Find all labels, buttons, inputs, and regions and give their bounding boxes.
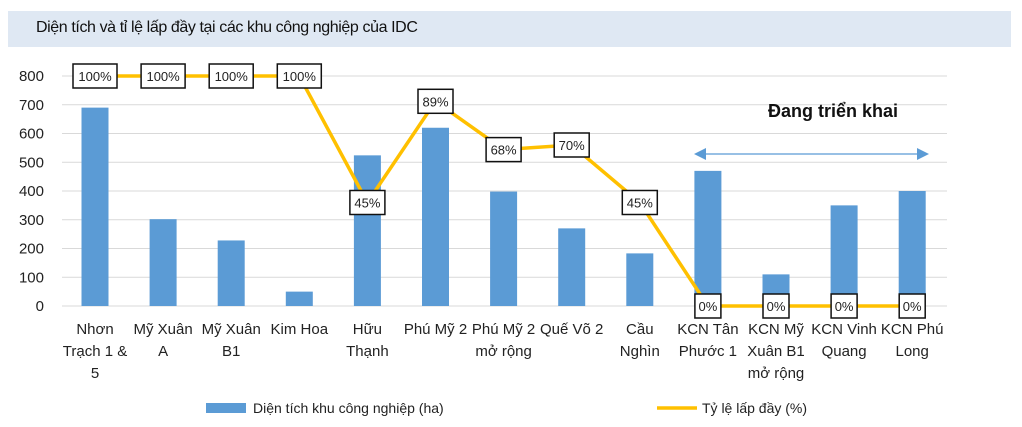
- bar: [490, 191, 518, 306]
- x-tick-label: Trạch 1 &: [63, 343, 127, 360]
- x-tick-label: Mỹ Xuân: [133, 321, 192, 338]
- data-label: 70%: [559, 138, 585, 153]
- data-label: 100%: [78, 69, 112, 84]
- bar: [81, 107, 109, 306]
- data-label: 0%: [767, 299, 786, 314]
- data-label-box: [898, 293, 926, 319]
- data-label-box: [830, 293, 858, 319]
- y-tick-label: 800: [19, 68, 44, 85]
- x-tick-label: Nghìn: [620, 343, 660, 360]
- bar: [830, 205, 858, 306]
- arrow-right-icon: [917, 148, 929, 160]
- x-tick-label: Phú Mỹ 2: [472, 321, 535, 338]
- x-tick-label: Phước 1: [679, 343, 737, 360]
- x-tick-label: Cầu: [626, 321, 654, 338]
- bar: [626, 253, 654, 306]
- x-tick-label: Mỹ Xuân: [202, 321, 261, 338]
- data-label: 0%: [835, 299, 854, 314]
- x-tick-label: Phú Mỹ 2: [404, 321, 467, 338]
- title-bar: Diện tích và tỉ lệ lấp đầy tại các khu c…: [8, 11, 1011, 47]
- x-tick-label: KCN Phú: [881, 321, 944, 338]
- data-label: 45%: [627, 196, 653, 211]
- data-label-box: [417, 88, 454, 115]
- x-tick-label: Kim Hoa: [271, 321, 329, 338]
- data-label-box: [485, 136, 522, 163]
- data-label-box: [208, 63, 254, 89]
- data-label: 89%: [422, 94, 448, 109]
- data-label-box: [694, 293, 722, 319]
- x-tick-label: KCN Mỹ: [748, 321, 804, 338]
- x-tick-label: Thạnh: [346, 343, 389, 360]
- data-label: 100%: [283, 69, 317, 84]
- bar: [285, 291, 313, 306]
- bar: [149, 219, 177, 306]
- data-label: 100%: [215, 69, 249, 84]
- bar: [558, 228, 586, 306]
- data-label-box: [553, 132, 590, 158]
- x-tick-label: B1: [222, 343, 240, 360]
- data-label: 45%: [354, 196, 380, 211]
- chart-title: Diện tích và tỉ lệ lấp đầy tại các khu c…: [36, 19, 418, 36]
- x-tick-label: Long: [896, 343, 929, 360]
- legend-label: Tỷ lệ lấp đầy (%): [702, 400, 807, 416]
- y-tick-label: 0: [36, 298, 44, 315]
- x-tick-label: mở rộng: [748, 365, 805, 382]
- data-label: 100%: [146, 69, 180, 84]
- x-tick-label: 5: [91, 365, 99, 382]
- x-tick-label: A: [158, 343, 168, 360]
- data-label-box: [276, 63, 323, 89]
- data-label-box: [72, 63, 118, 89]
- y-tick-label: 300: [19, 212, 44, 229]
- x-tick-label: mở rộng: [475, 343, 532, 360]
- bar: [694, 170, 722, 306]
- x-tick-label: KCN Tân: [677, 321, 738, 338]
- legend-swatch-bar: [206, 403, 246, 413]
- data-label-box: [140, 63, 186, 89]
- data-label: 0%: [699, 299, 718, 314]
- y-tick-label: 500: [19, 154, 44, 171]
- x-tick-label: Nhơn: [76, 321, 113, 338]
- y-tick-label: 700: [19, 97, 44, 114]
- data-label-box: [762, 293, 790, 319]
- data-label-box: [349, 189, 386, 216]
- y-tick-label: 200: [19, 241, 44, 258]
- x-tick-label: Hữu: [353, 321, 382, 338]
- data-label: 0%: [903, 299, 922, 314]
- data-label-box: [621, 189, 659, 216]
- x-tick-label: Xuân B1: [747, 343, 805, 360]
- data-label: 68%: [491, 143, 517, 158]
- y-tick-label: 100: [19, 269, 44, 286]
- bar: [353, 155, 381, 306]
- annotation-text: Đang triển khai: [768, 101, 898, 121]
- x-tick-label: Quang: [822, 343, 867, 360]
- arrow-left-icon: [694, 148, 706, 160]
- bar: [422, 127, 449, 306]
- y-tick-label: 600: [19, 126, 44, 143]
- y-tick-label: 400: [19, 183, 44, 200]
- x-tick-label: KCN Vinh: [811, 321, 877, 338]
- bar: [898, 191, 926, 306]
- legend-label: Diện tích khu công nghiệp (ha): [253, 400, 444, 416]
- bar: [217, 240, 245, 306]
- x-tick-label: Quế Võ 2: [540, 321, 603, 338]
